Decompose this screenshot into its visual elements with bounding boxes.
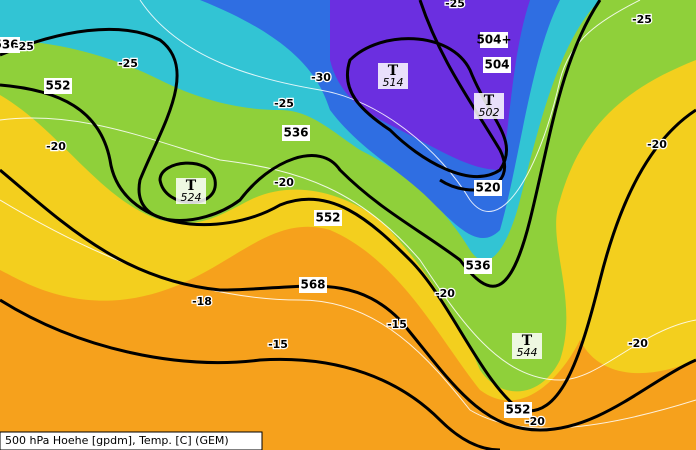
- height-label: 552: [315, 211, 340, 225]
- height-label: 536: [0, 38, 19, 52]
- height-label: 504+: [476, 33, 511, 47]
- low-marker-bg: [378, 63, 408, 89]
- temp-label: -20: [274, 176, 294, 189]
- height-label-bg: [464, 258, 492, 274]
- caption: 500 hPa Hoehe [gpdm], Temp. [C] (GEM): [5, 434, 229, 447]
- temp-label: -30: [311, 71, 331, 84]
- height-label-bg: [299, 277, 327, 293]
- isotherm: [139, 0, 641, 213]
- height-label-bg: [314, 210, 342, 226]
- low-value: 514: [383, 76, 404, 89]
- temp-label: -20: [525, 415, 545, 428]
- caption-box: [0, 431, 263, 450]
- low-symbol: T: [522, 333, 533, 349]
- temp-label: -20: [46, 140, 66, 153]
- temp-label: -25: [118, 57, 138, 70]
- low-marker-bg: [474, 93, 504, 119]
- height-label: 504: [484, 58, 509, 72]
- height-contour: [0, 298, 501, 450]
- height-label: 552: [505, 403, 530, 417]
- height-contour: [418, 0, 507, 192]
- temp-label: -20: [647, 138, 667, 151]
- height-label-bg: [483, 57, 511, 73]
- temp-label: -25: [14, 40, 34, 53]
- temp-label: -15: [387, 318, 407, 331]
- low-symbol: T: [186, 178, 197, 194]
- temp-label: -20: [435, 287, 455, 300]
- low-marker-bg: [512, 333, 542, 359]
- temp-label: -20: [628, 337, 648, 350]
- temp-label: -15: [268, 338, 288, 351]
- temp-label: -25: [445, 0, 465, 10]
- height-label: 536: [465, 259, 490, 273]
- low-symbol: T: [388, 63, 399, 79]
- temp-label: -25: [632, 13, 652, 26]
- height-label: 520: [475, 181, 500, 195]
- height-contour: [0, 83, 696, 413]
- low-value: 524: [181, 191, 202, 204]
- height-label: 568: [300, 278, 325, 292]
- temp-label: -18: [192, 295, 212, 308]
- height-label-bg: [504, 402, 532, 418]
- isotherm: [0, 117, 696, 381]
- height-label-bg: [480, 32, 508, 48]
- height-contour: [0, 0, 602, 288]
- height-label-bg: [44, 78, 72, 94]
- low-symbol: T: [484, 93, 495, 109]
- low-value: 544: [517, 346, 538, 359]
- temp-label: -25: [274, 97, 294, 110]
- height-label: 552: [45, 79, 70, 93]
- height-contour: [0, 168, 696, 432]
- height-contour: [345, 37, 509, 178]
- height-label-bg: [474, 180, 502, 196]
- height-contour: [158, 161, 217, 204]
- height-label-bg: [0, 37, 20, 53]
- low-value: 502: [479, 106, 500, 119]
- height-label: 536: [283, 126, 308, 140]
- height-label-bg: [282, 125, 310, 141]
- low-marker-bg: [176, 178, 206, 204]
